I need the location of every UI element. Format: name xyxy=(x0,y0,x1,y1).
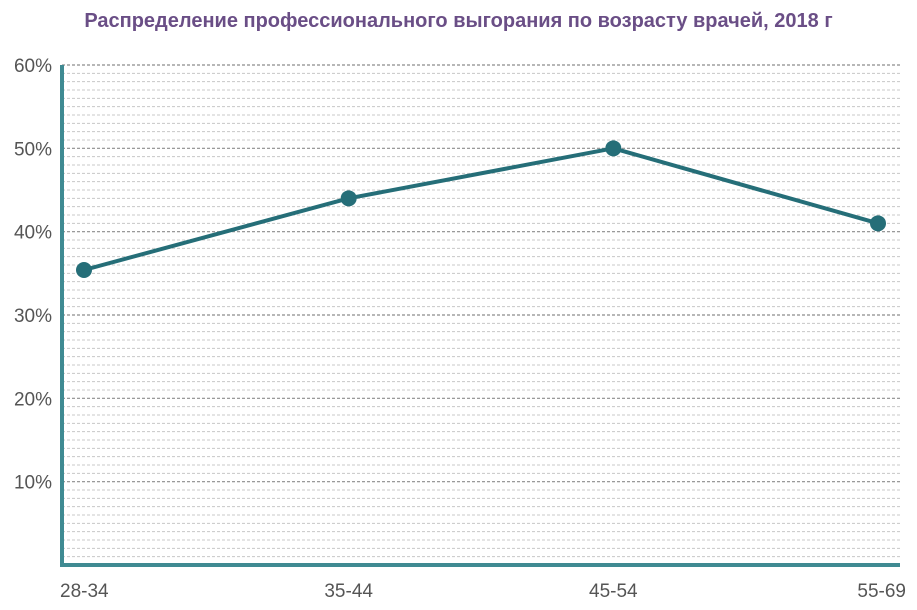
series-line xyxy=(76,140,886,278)
data-point xyxy=(605,140,622,157)
chart-title: Распределение профессионального выгорани… xyxy=(84,10,833,32)
y-tick-label: 20% xyxy=(14,389,52,410)
series-path xyxy=(83,146,879,272)
x-tick-label: 35-44 xyxy=(324,581,373,602)
y-tick-label: 40% xyxy=(14,223,52,244)
x-tick-label: 28-34 xyxy=(60,581,109,602)
y-tick-label: 60% xyxy=(14,56,52,77)
y-tick-label: 10% xyxy=(14,473,52,494)
gridlines xyxy=(62,64,900,558)
data-point xyxy=(340,190,357,207)
x-tick-label: 55-69 xyxy=(857,581,906,602)
data-point xyxy=(870,215,886,232)
x-tick-label: 45-54 xyxy=(589,581,638,602)
axes xyxy=(60,65,900,567)
y-tick-labels: 10% 20% 30% 40% 50% 60% xyxy=(14,56,52,494)
data-point xyxy=(76,262,92,278)
x-tick-labels: 28-34 35-44 45-54 55-69 xyxy=(60,581,906,602)
y-tick-label: 30% xyxy=(14,306,52,327)
y-tick-label: 50% xyxy=(14,139,52,160)
